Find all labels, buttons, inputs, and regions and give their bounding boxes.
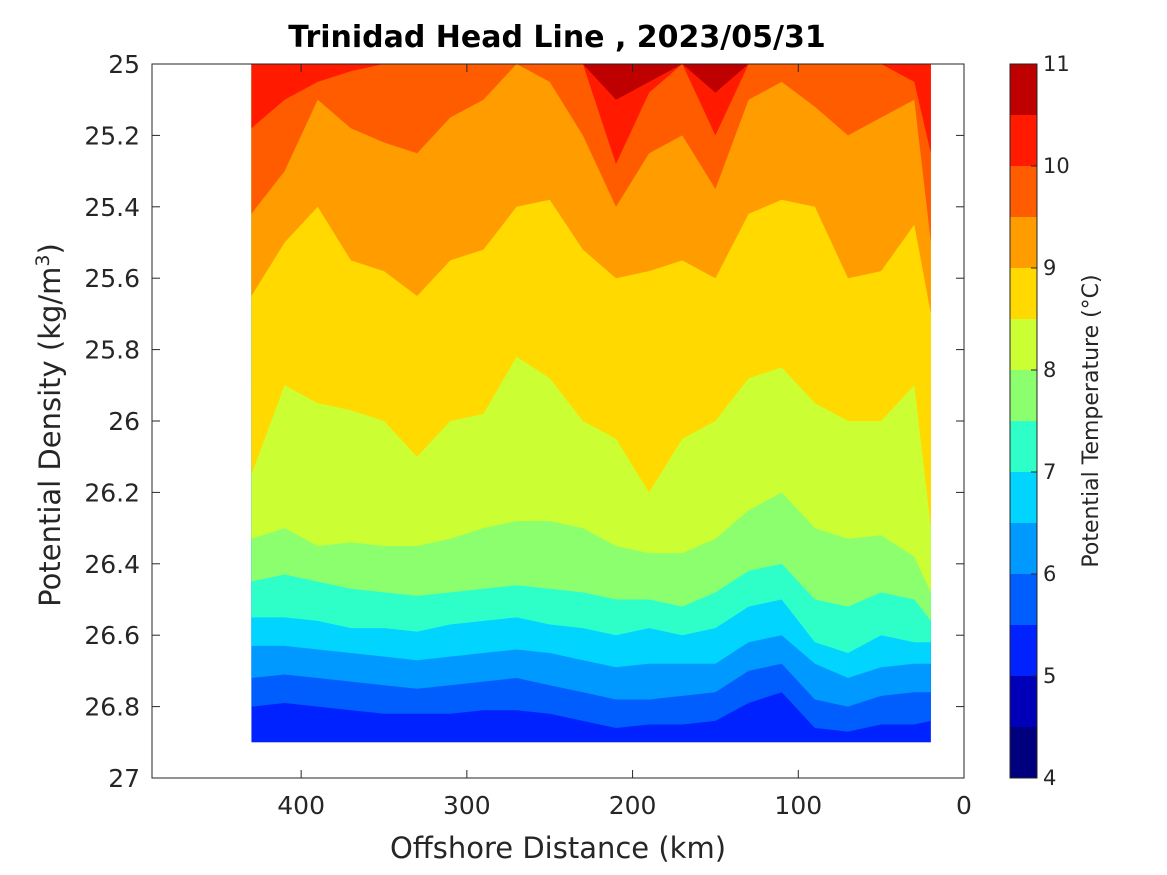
y-tick-label: 26.8	[84, 693, 140, 722]
colorbar-segment	[1010, 115, 1037, 166]
x-tick-label: 0	[956, 791, 972, 820]
colorbar-tick-label: 8	[1043, 358, 1056, 382]
y-tick-label: 25.2	[84, 121, 140, 150]
y-tick-label: 26.4	[84, 550, 140, 579]
y-tick-label: 25.4	[84, 193, 140, 222]
y-axis-label: Potential Density (kg/m3)	[32, 243, 67, 607]
colorbar-segment	[1010, 472, 1037, 523]
colorbar-segment	[1010, 625, 1037, 676]
colorbar-segment	[1010, 676, 1037, 727]
colorbar-segment	[1010, 370, 1037, 421]
colorbar-tick-label: 5	[1043, 664, 1056, 688]
contour-bands	[251, 64, 931, 743]
y-tick-label: 26	[108, 407, 140, 436]
x-axis-ticks: 400 300 200 100 0	[277, 64, 972, 820]
plot-area: 400 300 200 100 0 25 25.2 25.4 25.6 25.8 26 26.2 26…	[84, 50, 972, 820]
y-tick-label: 27	[108, 764, 140, 793]
y-tick-label: 25	[108, 50, 140, 79]
y-axis-ticks: 25 25.2 25.4 25.6 25.8 26 26.2 26.4 26.6 26.8 27	[84, 50, 964, 793]
x-tick-label: 300	[443, 791, 491, 820]
x-tick-label: 100	[774, 791, 822, 820]
colorbar-segment	[1010, 217, 1037, 268]
colorbar-tick-label: 6	[1043, 562, 1056, 586]
colorbar-segment	[1010, 523, 1037, 574]
y-tick-label: 26.2	[84, 478, 140, 507]
colorbar-frame	[1009, 63, 1038, 779]
y-axis-label-close: )	[33, 243, 67, 254]
colorbar-segment	[1010, 421, 1037, 472]
colorbar-tick-label: 10	[1043, 154, 1070, 178]
chart-title: Trinidad Head Line , 2023/05/31	[288, 20, 825, 55]
y-tick-label: 25.6	[84, 264, 140, 293]
colorbar-segment	[1010, 319, 1037, 370]
contour-band	[251, 64, 931, 164]
colorbar-segment	[1010, 574, 1037, 625]
y-tick-label: 25.8	[84, 336, 140, 365]
colorbar-label: Potential Temperature (°C)	[1079, 274, 1104, 567]
colorbar-tick-label: 9	[1043, 256, 1056, 280]
colorbar-segment	[1010, 64, 1037, 115]
colorbar-tick-label: 11	[1043, 52, 1070, 76]
contour-band	[251, 64, 931, 100]
x-tick-label: 200	[609, 791, 657, 820]
y-tick-label: 26.6	[84, 621, 140, 650]
contour-band	[251, 64, 931, 243]
x-tick-label: 400	[277, 791, 325, 820]
colorbar-segment	[1010, 268, 1037, 319]
colorbar-segment	[1010, 166, 1037, 217]
y-axis-label-text: Potential Density (kg/m	[33, 267, 67, 607]
colorbar: 4 5 6 7 8 9 10 11	[1009, 52, 1070, 790]
colorbar-tick-label: 7	[1043, 460, 1056, 484]
y-axis-label-superscript: 3	[32, 254, 54, 266]
x-axis-label: Offshore Distance (km)	[390, 831, 726, 865]
colorbar-segment	[1010, 727, 1037, 778]
colorbar-tick-label: 4	[1043, 766, 1056, 790]
